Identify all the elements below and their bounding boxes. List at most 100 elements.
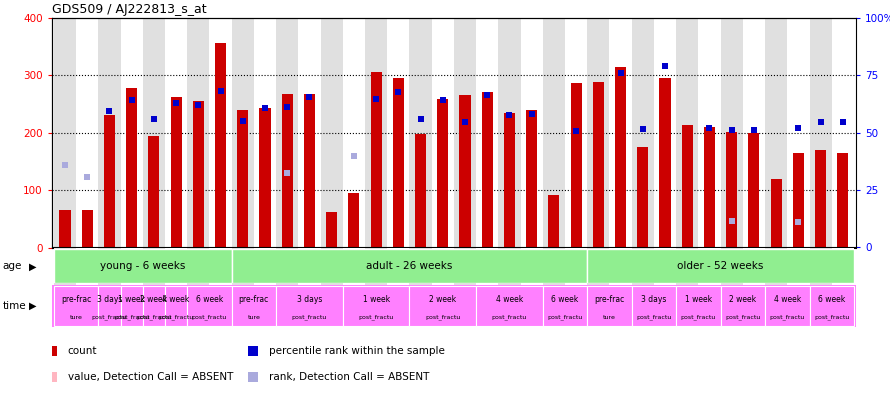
Text: post_fractu: post_fractu	[681, 315, 716, 320]
Text: GSM9026: GSM9026	[239, 248, 247, 281]
Bar	[387, 248, 409, 293]
Bar	[699, 248, 721, 293]
Text: GSM9029: GSM9029	[372, 248, 381, 281]
Bar	[721, 248, 743, 293]
Bar	[587, 248, 610, 293]
Bar	[142, 248, 165, 293]
Text: 2 week: 2 week	[429, 295, 457, 304]
Bar	[276, 248, 298, 293]
Bar	[498, 18, 521, 247]
Bar	[343, 18, 365, 247]
Text: GSM9050: GSM9050	[83, 248, 92, 281]
Bar	[526, 110, 538, 248]
Bar	[343, 286, 409, 326]
Bar	[98, 248, 120, 293]
Text: older - 52 weeks: older - 52 weeks	[677, 261, 764, 271]
Bar	[392, 78, 404, 248]
Bar	[53, 248, 76, 293]
Bar	[570, 83, 582, 248]
Bar	[543, 18, 565, 247]
Text: 4 week: 4 week	[163, 295, 190, 304]
Bar	[682, 125, 692, 248]
Text: GSM9060: GSM9060	[482, 248, 492, 281]
Bar	[365, 18, 387, 247]
Text: GSM9037: GSM9037	[727, 248, 736, 281]
Bar	[165, 248, 187, 293]
Bar	[98, 286, 120, 326]
Text: GSM9062: GSM9062	[571, 248, 580, 281]
Bar	[193, 101, 204, 248]
Bar	[231, 249, 587, 283]
Text: post_fractu: post_fractu	[636, 315, 672, 320]
Text: adult - 26 weeks: adult - 26 weeks	[367, 261, 453, 271]
Bar	[676, 18, 699, 247]
Bar	[409, 248, 432, 293]
Text: age: age	[3, 261, 22, 271]
Text: 1 week: 1 week	[362, 295, 390, 304]
Bar	[409, 286, 476, 326]
Bar	[771, 179, 781, 248]
Text: post_fractu: post_fractu	[136, 315, 172, 320]
Bar	[209, 18, 231, 247]
Bar	[320, 18, 343, 247]
Bar	[498, 248, 521, 293]
Text: GSM9051: GSM9051	[127, 248, 136, 281]
Bar	[610, 248, 632, 293]
Text: post_fractu: post_fractu	[191, 315, 227, 320]
Text: GSM9023: GSM9023	[105, 248, 114, 281]
Text: 6 week: 6 week	[818, 295, 846, 304]
Bar	[587, 18, 610, 247]
Text: GSM9025: GSM9025	[194, 248, 203, 281]
Text: pre-frac: pre-frac	[61, 295, 91, 304]
Text: GSM9066: GSM9066	[749, 248, 758, 281]
Bar	[521, 248, 543, 293]
Bar	[593, 82, 604, 248]
Text: ▶: ▶	[29, 301, 36, 311]
Bar	[126, 88, 137, 248]
Text: 1 week: 1 week	[118, 295, 145, 304]
Text: GSM9054: GSM9054	[261, 248, 270, 281]
Bar	[526, 110, 538, 248]
Bar	[481, 92, 493, 248]
Bar	[837, 153, 848, 248]
Bar	[343, 248, 365, 293]
Text: GSM9027: GSM9027	[283, 248, 292, 281]
Text: 6 week: 6 week	[552, 295, 578, 304]
Bar	[254, 18, 276, 247]
Bar	[676, 248, 699, 293]
Bar	[543, 286, 587, 326]
Bar	[53, 286, 98, 326]
Bar	[587, 249, 854, 283]
Bar	[788, 18, 810, 247]
Text: 3 days: 3 days	[97, 295, 122, 304]
Text: post_fractu: post_fractu	[725, 315, 761, 320]
Text: post_fractu: post_fractu	[359, 315, 393, 320]
Text: GSM9032: GSM9032	[505, 248, 514, 281]
Bar	[565, 18, 587, 247]
Text: post_fractu: post_fractu	[547, 315, 583, 320]
Bar	[659, 78, 670, 248]
Text: GSM9052: GSM9052	[172, 248, 181, 281]
Bar	[187, 18, 209, 247]
Bar	[676, 286, 721, 326]
Text: GSM9024: GSM9024	[150, 248, 158, 281]
Text: 4 week: 4 week	[496, 295, 523, 304]
Text: 2 week: 2 week	[729, 295, 756, 304]
Text: value, Detection Call = ABSENT: value, Detection Call = ABSENT	[68, 371, 233, 382]
Bar	[238, 110, 248, 248]
Bar	[82, 210, 93, 248]
Bar	[165, 286, 187, 326]
Bar	[326, 212, 337, 248]
Bar	[415, 134, 426, 248]
Bar	[632, 286, 676, 326]
Bar	[476, 18, 498, 247]
Text: 4 week: 4 week	[773, 295, 801, 304]
Text: 6 week: 6 week	[196, 295, 223, 304]
Text: post_fractu: post_fractu	[492, 315, 527, 320]
Bar	[76, 18, 98, 247]
Bar	[348, 193, 360, 248]
Bar	[704, 127, 715, 248]
Bar	[481, 92, 493, 248]
Bar	[432, 18, 454, 247]
Bar	[504, 112, 515, 248]
